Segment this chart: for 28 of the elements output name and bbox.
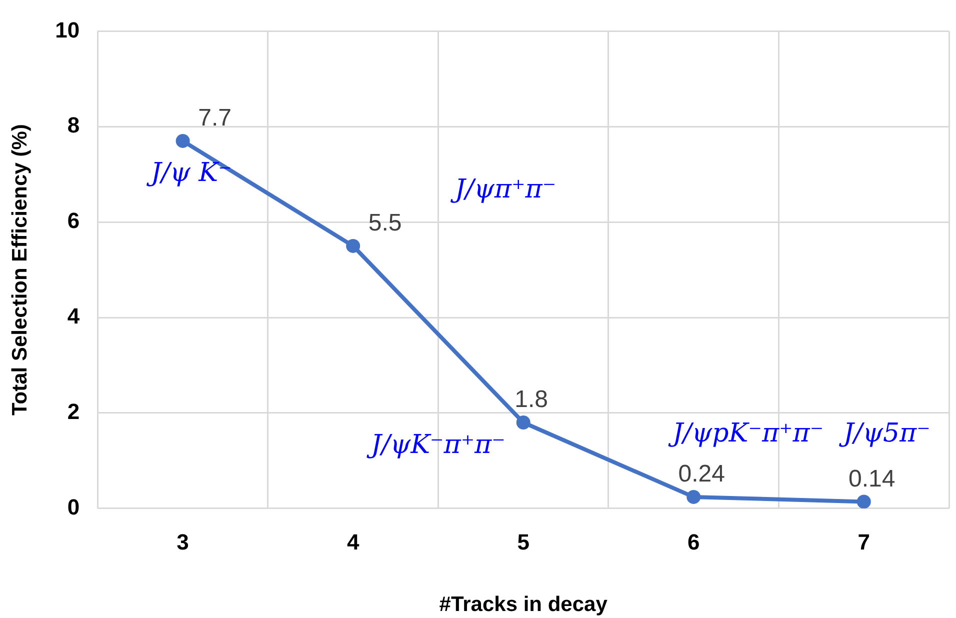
point [856,494,871,508]
x-tick-label: 3 [176,530,189,555]
x-axis-title: #Tracks in decay [439,593,608,616]
y-axis-title: Total Selection Efficiency (%) [8,124,32,416]
annotation: J/ψ K⁻ [146,158,232,188]
data-label: 7.7 [198,104,232,132]
y-tick-label: 0 [67,494,80,520]
annotation: J/ψπ⁺π⁻ [450,174,556,204]
point [176,134,190,148]
data-label: 5.5 [368,210,402,237]
y-tick-label: 2 [67,399,80,424]
y-tick-label: 8 [67,112,80,138]
point [346,238,360,253]
y-tick-label: 6 [67,208,80,234]
annotation: J/ψ5π⁻ [838,418,930,449]
x-tick-label: 5 [517,530,530,555]
point [516,416,530,430]
y-tick-label: 10 [55,17,80,42]
annotation: J/ψpK⁻π⁺π⁻ [668,418,824,449]
x-tick-label: 6 [687,530,700,555]
y-tick-label: 4 [67,304,80,329]
data-label: 1.8 [514,386,548,414]
data-label: 0.14 [848,465,896,492]
annotation: J/ψK⁻π⁺π⁻ [366,430,506,460]
point [686,490,701,504]
data-label: 0.24 [678,460,725,488]
x-tick-label: 4 [346,530,360,555]
x-tick-label: 7 [858,530,870,555]
